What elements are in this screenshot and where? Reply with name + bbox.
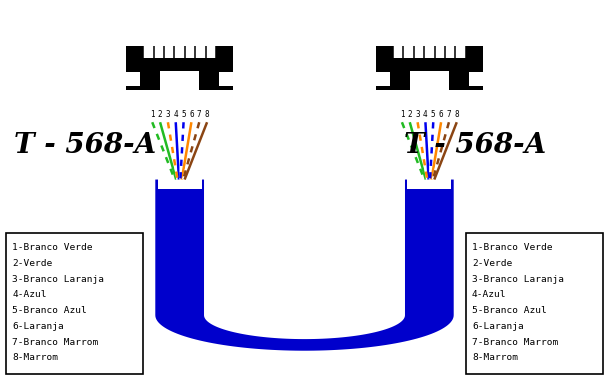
Text: 6: 6 (189, 110, 194, 119)
Text: 8-Marrom: 8-Marrom (12, 353, 58, 363)
PathPatch shape (155, 180, 454, 351)
Text: 4: 4 (174, 110, 178, 119)
Text: 5: 5 (431, 110, 435, 119)
Text: 5-Branco Azul: 5-Branco Azul (12, 306, 87, 315)
Text: 2-Verde: 2-Verde (472, 259, 512, 268)
Bar (158, 178, 202, 189)
Text: 1-Branco Verde: 1-Branco Verde (12, 243, 93, 252)
Text: 6-Laranja: 6-Laranja (12, 322, 64, 331)
Text: 1-Branco Verde: 1-Branco Verde (472, 243, 552, 252)
Text: T - 568-A: T - 568-A (404, 132, 546, 159)
Bar (466, 233, 603, 374)
Text: 2-Verde: 2-Verde (12, 259, 52, 268)
Text: 2: 2 (158, 110, 163, 119)
Text: 7-Branco Marrom: 7-Branco Marrom (12, 338, 99, 346)
Bar (376, 72, 390, 86)
Text: 6-Laranja: 6-Laranja (472, 322, 524, 331)
Bar (219, 72, 233, 86)
Bar (127, 72, 140, 86)
Text: T - 568-A: T - 568-A (14, 132, 157, 159)
Text: 3: 3 (415, 110, 420, 119)
Text: 8: 8 (205, 110, 209, 119)
Text: 7-Branco Marrom: 7-Branco Marrom (472, 338, 558, 346)
Text: 5-Branco Azul: 5-Branco Azul (472, 306, 547, 315)
Text: 7: 7 (197, 110, 202, 119)
Bar (469, 72, 482, 86)
Text: 8: 8 (454, 110, 459, 119)
Text: 4-Azul: 4-Azul (12, 290, 47, 299)
Bar (393, 46, 465, 58)
Bar (410, 71, 448, 90)
Bar (127, 46, 233, 90)
Text: 1: 1 (150, 110, 155, 119)
Bar (144, 46, 216, 58)
Text: 4-Azul: 4-Azul (472, 290, 507, 299)
Bar (6, 233, 143, 374)
Text: 3-Branco Laranja: 3-Branco Laranja (12, 275, 104, 283)
Text: 1: 1 (400, 110, 404, 119)
Bar (407, 178, 451, 189)
Text: 6: 6 (438, 110, 443, 119)
Bar (160, 71, 199, 90)
Bar (376, 46, 482, 90)
Text: 2: 2 (407, 110, 412, 119)
Text: 3: 3 (166, 110, 171, 119)
Text: 5: 5 (181, 110, 186, 119)
Text: 4: 4 (423, 110, 428, 119)
Text: 8-Marrom: 8-Marrom (472, 353, 518, 363)
Text: 3-Branco Laranja: 3-Branco Laranja (472, 275, 564, 283)
Text: 7: 7 (446, 110, 451, 119)
